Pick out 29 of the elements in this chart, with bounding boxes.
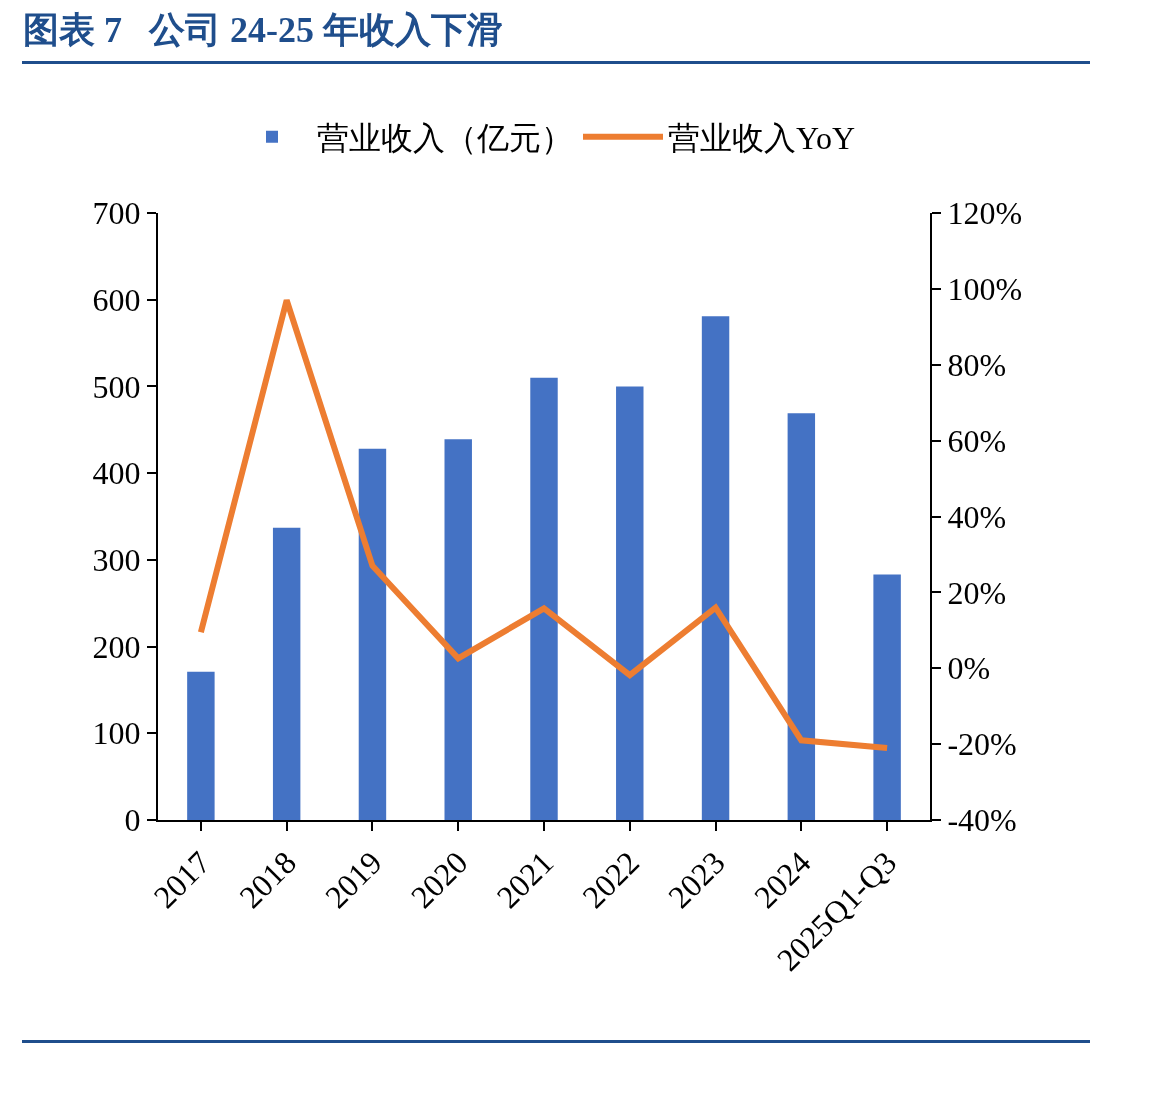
y2-tick-label: -20% bbox=[947, 726, 1017, 763]
y2-tick-label: -40% bbox=[947, 802, 1017, 839]
legend-label: 营业收入（亿元） bbox=[317, 120, 573, 157]
bar bbox=[358, 448, 387, 820]
y2-tick-label: 120% bbox=[947, 195, 1023, 232]
legend-label: 营业收入YoY bbox=[668, 120, 856, 157]
y-tick-label: 300 bbox=[92, 542, 141, 579]
bar bbox=[187, 671, 215, 820]
y2-tick-label: 100% bbox=[947, 271, 1023, 308]
y-tick-label: 700 bbox=[92, 195, 141, 232]
y2-tick-label: 0% bbox=[947, 650, 991, 687]
bar bbox=[701, 316, 730, 820]
y2-tick-label: 80% bbox=[947, 346, 1007, 383]
y-tick-label: 100 bbox=[92, 715, 141, 752]
bar bbox=[616, 386, 644, 820]
y2-tick-label: 20% bbox=[947, 574, 1007, 611]
y2-tick-label: 40% bbox=[947, 498, 1007, 535]
y-tick-label: 200 bbox=[92, 628, 141, 665]
y-tick-label: 0 bbox=[124, 802, 141, 839]
y-tick-label: 600 bbox=[92, 281, 141, 318]
bar bbox=[530, 377, 558, 820]
bar bbox=[444, 439, 472, 820]
bar bbox=[873, 574, 901, 820]
bar bbox=[787, 413, 816, 820]
bar bbox=[272, 527, 301, 820]
y-tick-label: 500 bbox=[92, 368, 141, 405]
y-tick-label: 400 bbox=[92, 455, 141, 492]
y2-tick-label: 60% bbox=[947, 422, 1007, 459]
chart-title: 图表 7 公司 24-25 年收入下滑 bbox=[22, 9, 503, 50]
